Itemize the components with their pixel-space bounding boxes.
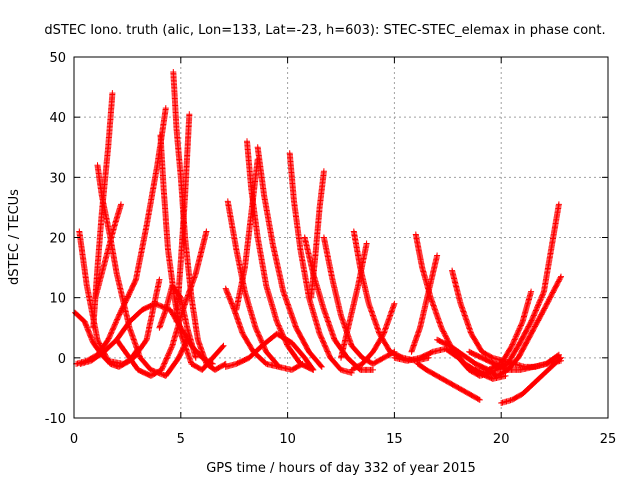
series-31 — [434, 288, 535, 373]
series-24 — [338, 240, 370, 361]
series-29-markers — [408, 252, 441, 355]
series-14 — [224, 198, 306, 373]
series-12-markers — [156, 282, 199, 361]
y-axis-label: dSTEC / TECUs — [7, 189, 22, 285]
series-25-markers — [348, 300, 398, 373]
series-24-markers — [338, 240, 370, 361]
series-21 — [308, 168, 327, 301]
x-tick-label: 15 — [386, 432, 403, 447]
y-tick-label: 0 — [58, 352, 66, 367]
series-17-markers — [254, 144, 325, 370]
series-18-markers — [233, 156, 261, 313]
series-4-markers — [90, 90, 116, 331]
series-35-markers — [498, 354, 564, 406]
series-5-markers — [92, 201, 124, 301]
series-19 — [286, 150, 355, 376]
grid-lines — [74, 57, 608, 418]
series-27-markers — [412, 231, 509, 382]
x-tick-label: 20 — [493, 432, 510, 447]
series-27 — [412, 231, 509, 382]
x-axis-label: GPS time / hours of day 332 of year 2015 — [206, 461, 476, 476]
series-4 — [90, 90, 116, 331]
series-17 — [254, 144, 325, 370]
series-13-markers — [222, 330, 317, 373]
y-tick-label: 40 — [49, 111, 66, 126]
series-34-markers — [483, 273, 564, 379]
series-11-markers — [173, 111, 193, 325]
series-29 — [408, 252, 441, 355]
series-31-markers — [434, 288, 535, 373]
x-tick-label: 5 — [177, 432, 185, 447]
y-tick-label: -10 — [45, 412, 66, 427]
series-22 — [320, 234, 398, 367]
x-tick-label: 25 — [600, 432, 617, 447]
series-28 — [414, 360, 483, 403]
series-32 — [472, 201, 562, 376]
x-tick-label: 10 — [279, 432, 296, 447]
series-13 — [222, 330, 317, 373]
x-tick-label: 0 — [70, 432, 78, 447]
x-axis-ticks: 0 5 10 15 20 25 — [70, 57, 616, 447]
y-tick-label: 20 — [49, 232, 66, 247]
data-points — [72, 69, 564, 406]
series-18 — [233, 156, 261, 313]
series-19-markers — [286, 150, 355, 376]
series-22-markers — [320, 234, 398, 367]
series-34 — [483, 273, 564, 379]
series-28-markers — [414, 360, 483, 403]
y-axis-ticks: -10 0 10 20 30 40 50 — [45, 51, 608, 427]
series-21-markers — [308, 168, 327, 301]
chart-title: dSTEC Iono. truth (alic, Lon=133, Lat=-2… — [44, 23, 605, 38]
y-tick-label: 10 — [49, 292, 66, 307]
series-32-markers — [472, 201, 562, 376]
series-11 — [173, 111, 193, 325]
series-12 — [156, 282, 199, 361]
y-tick-label: 50 — [49, 51, 66, 66]
series-5 — [92, 201, 124, 301]
y-tick-label: 30 — [49, 171, 66, 186]
series-14-markers — [224, 198, 306, 373]
series-25 — [348, 300, 398, 373]
series-35 — [498, 354, 564, 406]
